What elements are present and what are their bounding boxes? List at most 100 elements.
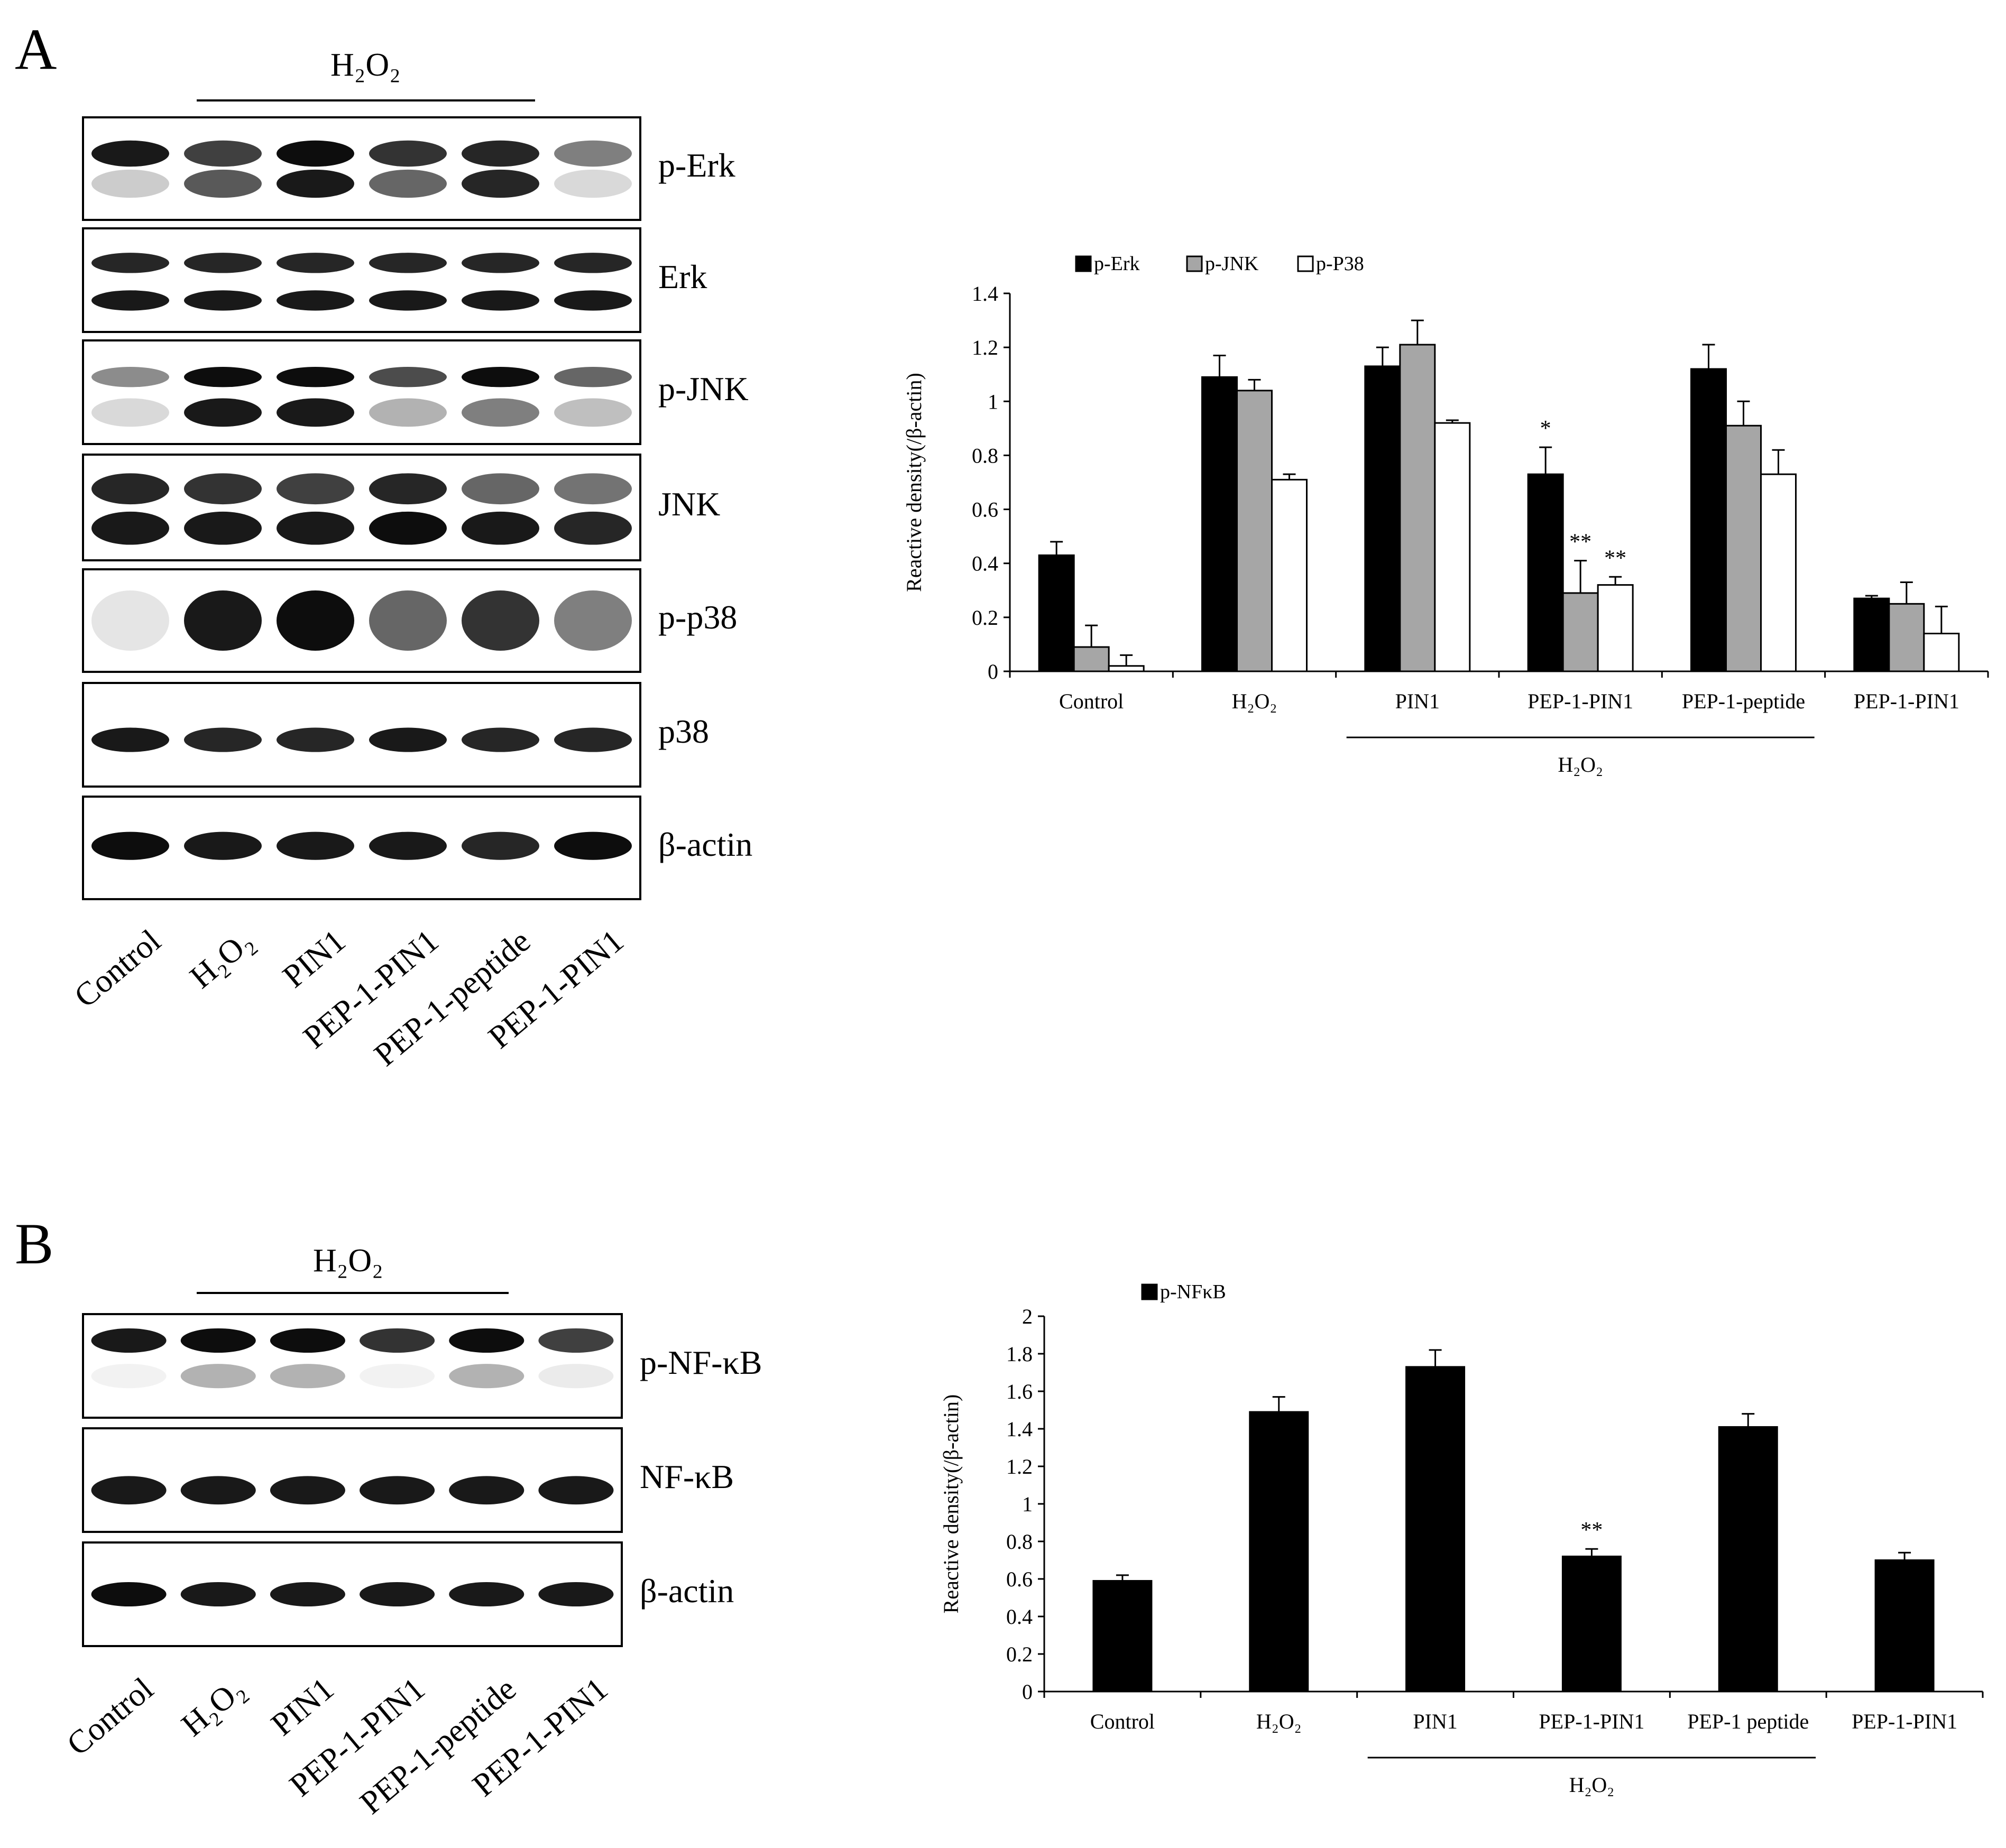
y-tick-label: 0: [988, 660, 998, 683]
bar-p-erk: [1527, 473, 1564, 672]
blot-actin: [82, 1541, 623, 1647]
y-tick-label: 0.8: [1006, 1530, 1033, 1554]
y-tick-label: 1.2: [972, 336, 998, 359]
x-tick-label: PIN1: [1413, 1710, 1457, 1733]
blot-p38: [82, 682, 641, 788]
y-tick-label: 1.4: [972, 282, 998, 306]
bar-p-erk: [1853, 597, 1890, 672]
panel-b-treatment-header: H₂O₂: [313, 1243, 383, 1279]
y-tick-label: 0.4: [972, 552, 998, 576]
blot-label-nf-b: NF-κB: [640, 1458, 734, 1495]
blot-actin: [82, 796, 641, 900]
significance-marker: *: [1540, 417, 1551, 441]
blot-label-p-nf-b: p-NF-κB: [640, 1344, 762, 1381]
x-tick-label: Control: [1059, 689, 1124, 713]
y-axis-title: Reactive density(/β-actin): [939, 1394, 963, 1614]
bar-p-p38: [1923, 633, 1960, 672]
blot-p-p38: [82, 568, 641, 673]
y-tick-label: 0.2: [972, 606, 998, 630]
bar-p-erk: [1038, 554, 1075, 672]
y-tick-label: 1.8: [1006, 1342, 1033, 1366]
y-tick-label: 0.4: [1006, 1605, 1033, 1629]
x-tick-label: PEP-1-PIN1: [1852, 1710, 1957, 1733]
x-tick-label: PEP-1-peptide: [1682, 689, 1805, 713]
bar-p-jnk: [1399, 344, 1436, 672]
bar-p-p38: [1760, 473, 1797, 672]
legend-swatch-p-erk: [1075, 255, 1092, 272]
blot-erk: [82, 227, 641, 333]
blot-p-jnk: [82, 339, 641, 445]
bar-p-nf-b: [1092, 1580, 1153, 1693]
significance-marker: **: [1604, 546, 1626, 570]
x-tick-label: H₂O₂: [1232, 689, 1277, 713]
panel-b-treatment-line: [197, 1292, 509, 1294]
bar-p-erk: [1201, 376, 1238, 672]
blot-label-jnk: JNK: [658, 485, 721, 523]
y-tick-label: 0: [1022, 1680, 1033, 1704]
bar-p-nf-b: [1249, 1411, 1309, 1693]
legend-swatch-p-nf-b: [1141, 1283, 1158, 1300]
bar-p-jnk: [1073, 646, 1110, 672]
lane-label-h-o: H₂O₂: [183, 922, 261, 996]
bar-p-nf-b: [1561, 1555, 1622, 1693]
y-tick-label: 1.6: [1006, 1380, 1033, 1403]
panel-a-treatment-line: [197, 99, 535, 101]
legend-label-p-jnk: p-JNK: [1205, 253, 1259, 275]
lane-label-pep-1-peptide: PEP-1-peptide: [353, 1670, 523, 1822]
lane-label-h-o: H₂O₂: [174, 1670, 252, 1744]
bar-p-jnk: [1888, 603, 1925, 672]
bar-p-erk: [1690, 368, 1727, 672]
bar-p-nf-b: [1718, 1426, 1778, 1693]
legend-swatch-p-p38: [1297, 255, 1314, 272]
blot-nf-b: [82, 1427, 623, 1533]
bar-p-p38: [1597, 584, 1634, 672]
y-tick-label: 1: [1022, 1492, 1033, 1516]
lane-label-control: Control: [67, 922, 168, 1015]
bar-p-p38: [1434, 422, 1471, 672]
x-tick-label: PEP-1 peptide: [1687, 1710, 1809, 1733]
y-tick-label: 0.6: [972, 498, 998, 522]
legend-label-p-nf-b: p-NFκB: [1160, 1281, 1226, 1303]
blot-label-p-erk: p-Erk: [658, 146, 735, 184]
blot-label-p38: p38: [658, 713, 709, 750]
blot-p-nf-b: [82, 1313, 623, 1419]
lane-label-control: Control: [60, 1670, 160, 1763]
significance-marker: **: [1580, 1518, 1603, 1542]
x-tick-label: PEP-1-PIN1: [1539, 1710, 1644, 1733]
panel-a-letter: A: [15, 17, 57, 81]
x-tick-label: Control: [1090, 1710, 1155, 1733]
bar-p-jnk: [1236, 390, 1273, 672]
y-tick-label: 1: [988, 390, 998, 413]
y-tick-label: 1.2: [1006, 1455, 1033, 1479]
panel-a-treatment-header: H₂O₂: [330, 47, 401, 83]
bar-p-p38: [1271, 478, 1308, 672]
y-tick-label: 0.6: [1006, 1567, 1033, 1591]
significance-marker: **: [1569, 530, 1591, 555]
bar-p-p38: [1108, 665, 1145, 672]
panel-a-bar-chart: 0 0.2 0.4 0.6 0.8 1 1.2 1.4 Control H₂O₂ PIN1 PEP-1…: [902, 253, 1989, 777]
blot-label-actin: β-actin: [640, 1572, 734, 1610]
lane-label-pep-1-peptide: PEP-1-peptide: [367, 922, 537, 1074]
bar-p-nf-b: [1874, 1559, 1935, 1693]
x-tick-label: PEP-1-PIN1: [1527, 689, 1633, 713]
group-bracket-label: H₂O₂: [1569, 1773, 1615, 1797]
panel-b-letter: B: [15, 1212, 54, 1276]
y-tick-label: 1.4: [1006, 1417, 1033, 1441]
bar-p-jnk: [1725, 424, 1762, 672]
y-tick-label: 2: [1022, 1305, 1033, 1328]
y-tick-label: 0.2: [1006, 1642, 1033, 1666]
legend-label-p-p38: p-P38: [1316, 253, 1364, 275]
lane-label-pin1: PIN1: [264, 1670, 341, 1743]
bar-p-erk: [1364, 365, 1401, 672]
x-tick-label: H₂O₂: [1256, 1710, 1302, 1733]
x-tick-label: PEP-1-PIN1: [1854, 689, 1959, 713]
y-tick-label: 0.8: [972, 443, 998, 467]
panel-b-bar-chart: 0 0.2 0.4 0.6 0.8 1 1.2 1.4 1.6 1.8 2 Control H₂O₂ PI…: [939, 1281, 1984, 1797]
legend-label-p-erk: p-Erk: [1094, 253, 1140, 275]
blot-label-p-p38: p-p38: [658, 598, 738, 636]
blot-label-actin: β-actin: [658, 826, 753, 863]
y-axis-title: Reactive density(/β-actin): [902, 373, 926, 592]
legend-swatch-p-jnk: [1186, 255, 1203, 272]
blot-p-erk: [82, 116, 641, 221]
bar-p-jnk: [1562, 592, 1599, 672]
